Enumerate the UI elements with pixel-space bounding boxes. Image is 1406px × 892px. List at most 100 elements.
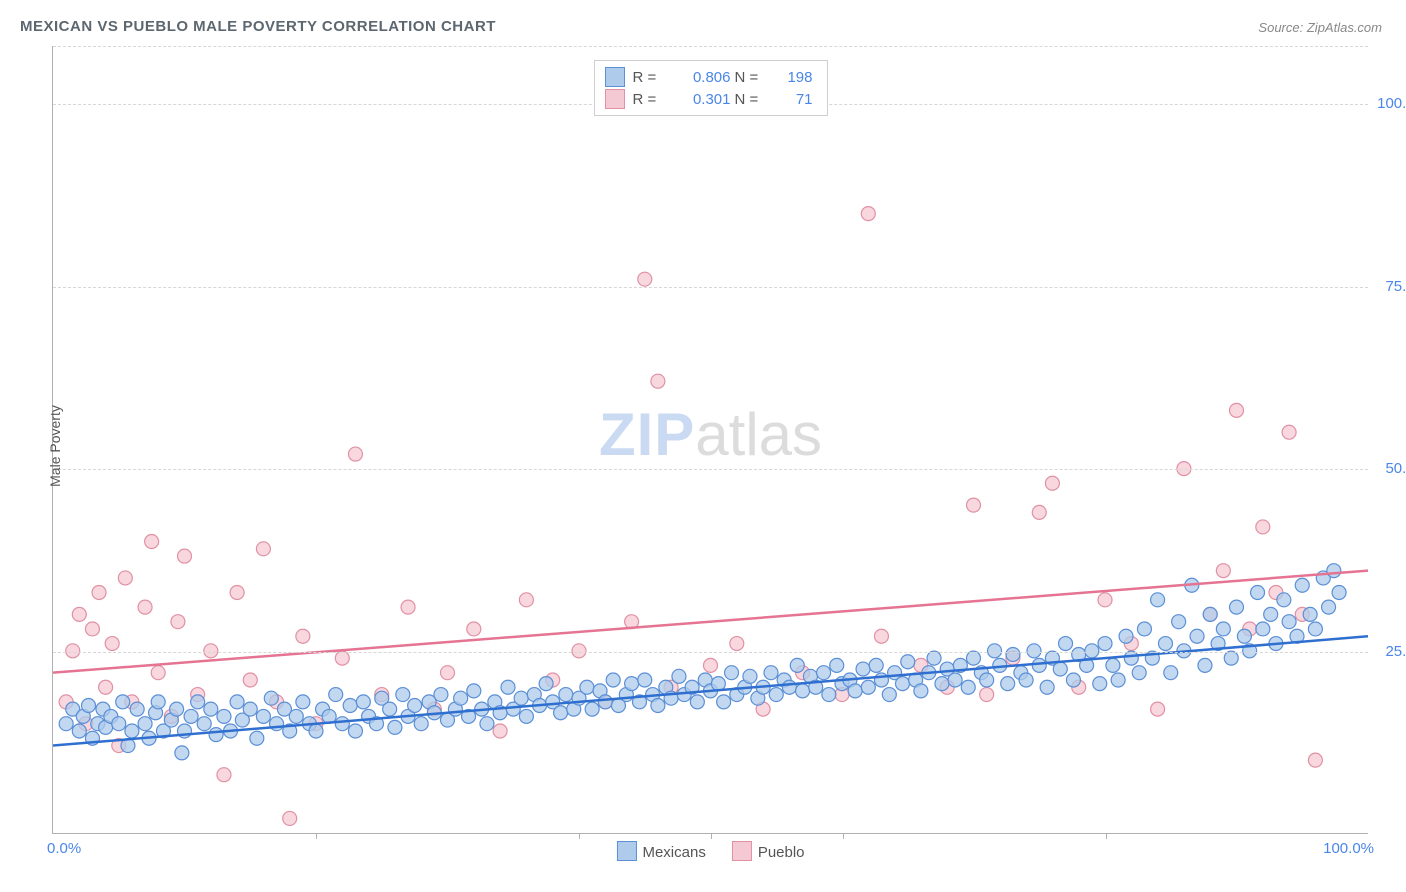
stats-n-val-mex: 198 [769, 69, 813, 86]
data-point [874, 629, 888, 643]
data-point [1124, 651, 1138, 665]
data-point [1308, 753, 1322, 767]
y-tick: 25.0% [1374, 643, 1406, 660]
data-point [1251, 586, 1265, 600]
data-point [1040, 680, 1054, 694]
data-point [175, 746, 189, 760]
data-point [1098, 593, 1112, 607]
data-point [882, 688, 896, 702]
data-point [191, 695, 205, 709]
data-point [1264, 607, 1278, 621]
data-point [830, 658, 844, 672]
y-axis-label: Male Poverty [47, 405, 63, 487]
data-point [116, 695, 130, 709]
data-point [1137, 622, 1151, 636]
data-point [1230, 600, 1244, 614]
legend-bottom: Mexicans Pueblo [616, 841, 804, 861]
data-point [230, 695, 244, 709]
data-point [296, 629, 310, 643]
data-point [178, 549, 192, 563]
data-point [1098, 637, 1112, 651]
data-point [559, 688, 573, 702]
stats-r-val-mex: 0.806 [667, 69, 731, 86]
data-point [243, 673, 257, 687]
data-point [1053, 662, 1067, 676]
data-point [1322, 600, 1336, 614]
data-point [519, 593, 533, 607]
data-point [105, 637, 119, 651]
data-point [329, 688, 343, 702]
data-point [1093, 677, 1107, 691]
data-point [935, 677, 949, 691]
data-point [414, 717, 428, 731]
source-name: ZipAtlas.com [1307, 20, 1382, 35]
data-point [72, 724, 86, 738]
data-point [822, 688, 836, 702]
data-point [967, 498, 981, 512]
data-point [138, 717, 152, 731]
data-point [1106, 658, 1120, 672]
data-point [401, 600, 415, 614]
chart-title: MEXICAN VS PUEBLO MALE POVERTY CORRELATI… [20, 18, 496, 35]
data-point [1158, 637, 1172, 651]
data-point [125, 724, 139, 738]
data-point [790, 658, 804, 672]
data-point [99, 680, 113, 694]
data-point [1216, 622, 1230, 636]
data-point [230, 586, 244, 600]
data-point [1256, 520, 1270, 534]
data-point [948, 673, 962, 687]
data-point [1019, 673, 1033, 687]
data-point [170, 702, 184, 716]
x-tick-0: 0.0% [47, 840, 81, 857]
data-point [782, 680, 796, 694]
data-point [82, 698, 96, 712]
data-point [1198, 658, 1212, 672]
data-point [796, 684, 810, 698]
source-label: Source: [1258, 20, 1303, 35]
x-tick-100: 100.0% [1323, 840, 1374, 857]
data-point [309, 724, 323, 738]
data-point [1132, 666, 1146, 680]
data-point [467, 622, 481, 636]
data-point [184, 709, 198, 723]
stats-r-label-2: R = [633, 91, 663, 108]
data-point [217, 768, 231, 782]
data-point [283, 811, 297, 825]
data-point [197, 717, 211, 731]
data-point [356, 695, 370, 709]
data-point [1256, 622, 1270, 636]
swatch-pueblo [732, 841, 752, 861]
data-point [651, 698, 665, 712]
stats-r-label-1: R = [633, 69, 663, 86]
data-point [980, 673, 994, 687]
data-point [585, 702, 599, 716]
data-point [348, 447, 362, 461]
data-point [243, 702, 257, 716]
data-point [764, 666, 778, 680]
data-point [554, 706, 568, 720]
data-point [408, 698, 422, 712]
data-point [396, 688, 410, 702]
data-point [672, 669, 686, 683]
data-point [690, 695, 704, 709]
data-point [454, 691, 468, 705]
data-point [1032, 505, 1046, 519]
data-point [335, 651, 349, 665]
data-point [1303, 607, 1317, 621]
data-point [296, 695, 310, 709]
data-point [869, 658, 883, 672]
data-point [501, 680, 515, 694]
data-point [514, 691, 528, 705]
data-point [625, 677, 639, 691]
stats-n-label-2: N = [735, 91, 765, 108]
data-point [1172, 615, 1186, 629]
data-point [256, 542, 270, 556]
data-point [638, 272, 652, 286]
plot-area: ZIPatlas 0.0% 100.0% Mexicans Pueblo R =… [52, 46, 1368, 834]
stats-r-val-pue: 0.301 [667, 91, 731, 108]
data-point [209, 728, 223, 742]
data-point [217, 709, 231, 723]
data-point [901, 655, 915, 669]
data-point [651, 374, 665, 388]
